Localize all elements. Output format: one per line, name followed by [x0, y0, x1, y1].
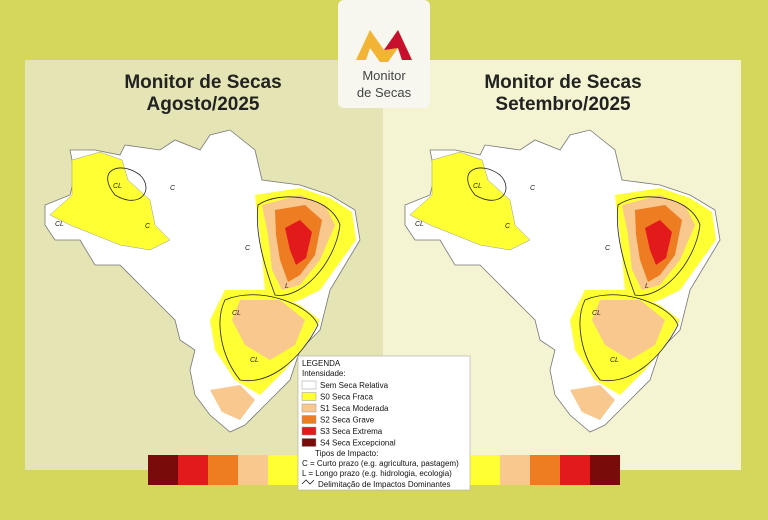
legend-swatch [301, 426, 317, 436]
map-label: C [605, 245, 611, 252]
map-label: CL [592, 310, 601, 317]
legend-swatches: Sem Seca Relativa S0 Seca Fraca S1 Seca Mo… [301, 380, 396, 448]
color-strip [148, 455, 620, 485]
legend-item: Sem Seca Relativa [320, 381, 389, 390]
legend-swatch [301, 403, 317, 413]
map-label: CL [610, 357, 619, 364]
logo-mark [356, 30, 412, 62]
legend-item: L = Longo prazo (e.g. hidrologia, ecolog… [302, 469, 452, 478]
legend-line-icon [301, 479, 315, 485]
map-label: CL [415, 221, 424, 228]
legend-item: S1 Seca Moderada [320, 404, 389, 413]
legend-item: Delimitação de Impactos Dominantes [318, 480, 451, 489]
map-label: C [145, 223, 151, 230]
legend-swatch [301, 415, 317, 424]
logo-text: de Secas [357, 85, 412, 100]
legend-item: C = Curto prazo (e.g. agricultura, pasta… [302, 459, 459, 468]
map-label: L [645, 283, 649, 290]
map-title: Monitor de Secas [484, 72, 641, 93]
map-label: CL [113, 183, 122, 190]
map-subtitle: Setembro/2025 [495, 94, 631, 115]
map-label: CL [232, 310, 241, 317]
legend-item: S3 Seca Extrema [320, 427, 383, 436]
map-label: CL [250, 357, 259, 364]
map-label: C [505, 223, 511, 230]
legend-swatch [301, 380, 317, 390]
map-label: C [530, 185, 536, 192]
legend-subtitle: Tipos de Impacto: [315, 449, 378, 458]
legend-item: S0 Seca Fraca [320, 393, 373, 402]
map-label: C [245, 245, 251, 252]
legend-subtitle: Intensidade: [302, 369, 346, 378]
map [44, 129, 361, 433]
legend-title: LEGENDA [302, 359, 341, 368]
legend-swatch [301, 438, 317, 447]
logo-text: Monitor [362, 68, 406, 83]
legend-swatch [301, 392, 317, 401]
map-title: Monitor de Secas [124, 72, 281, 93]
map-label: CL [473, 183, 482, 190]
map-label: L [285, 283, 289, 290]
legend-item: S2 Seca Grave [320, 416, 375, 425]
legend-item: S4 Seca Excepcional [320, 439, 396, 448]
map-label: CL [55, 221, 64, 228]
map-subtitle: Agosto/2025 [147, 94, 260, 115]
legend-box [297, 355, 471, 491]
map-label: C [170, 185, 176, 192]
